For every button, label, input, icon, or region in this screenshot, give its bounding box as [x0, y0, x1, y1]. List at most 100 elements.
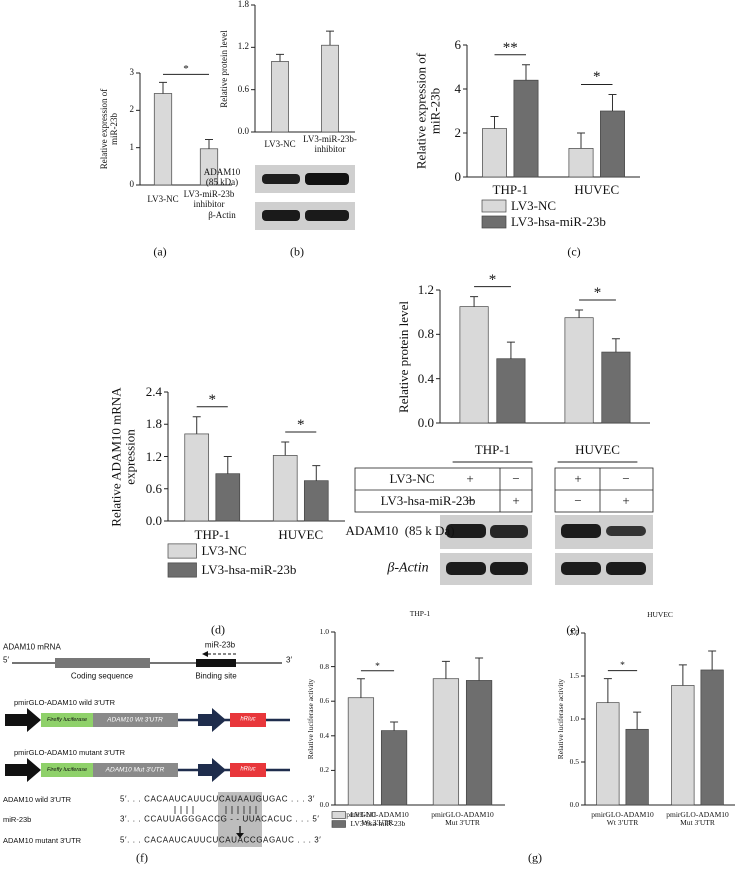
sign: −: [466, 492, 474, 508]
legend-swatch: [481, 199, 507, 213]
error-bar: [608, 94, 617, 111]
label: hRluc: [240, 716, 256, 723]
error-bar: [159, 81, 167, 94]
label: ADAM10 Wt 3′UTR: [107, 716, 163, 724]
label: 3′: [286, 655, 292, 665]
panel-label: (e): [566, 622, 580, 637]
y-axis-label: Relative expression of miR-23b: [413, 52, 443, 170]
y-tick-label: 1: [129, 141, 135, 152]
y-tick-label: 0.4: [319, 730, 329, 740]
x-tick-label: THP-1: [474, 441, 511, 457]
y-tick-label: 0.0: [417, 414, 434, 430]
label: Firefly luciferase: [46, 766, 88, 773]
binding-region: [196, 659, 236, 667]
label: Firefly luciferase: [46, 716, 88, 723]
y-tick-label: 1.2: [145, 448, 162, 464]
bar: [496, 358, 526, 424]
y-tick-label: 0.8: [417, 326, 434, 342]
y-tick-label: 0.0: [145, 512, 162, 528]
error-bar: [356, 678, 365, 698]
y-tick-label: 1.0: [569, 713, 579, 723]
bar: [272, 455, 298, 522]
legend-swatch: [331, 820, 346, 828]
y-tick-label: 0.2: [319, 765, 329, 775]
y-tick-label: 6: [454, 36, 462, 52]
significance-label: *: [620, 661, 625, 672]
x-tick-label: LV3-miR-23b- inhibitor: [303, 134, 357, 154]
error-bar: [223, 456, 232, 474]
y-tick-label: 0.0: [237, 126, 249, 137]
error-bar: [611, 338, 620, 353]
x-tick-label: pmirGLO-ADAM10 Mut 3′UTR: [666, 809, 729, 827]
error-bar: [603, 678, 612, 703]
arrow-head: [236, 833, 244, 838]
blot-band: [262, 210, 300, 221]
label: miR-23b: [3, 814, 32, 824]
label: 5′. . . CACAAUCAUUCUCAUAAUGUGAC . . . 3′: [120, 794, 316, 804]
label: ADAM10 mutant 3′UTR: [3, 835, 82, 845]
y-tick-label: 1.8: [237, 0, 249, 10]
error-bar: [708, 650, 717, 670]
bar: [459, 306, 489, 424]
legend-swatch: [167, 543, 197, 559]
label: 5′. . . CACAAUCAUUCUCAUACCGAGAUC . . . 3…: [120, 835, 322, 845]
x-tick-label: HUVEC: [575, 441, 620, 457]
y-tick-label: 1.2: [417, 281, 434, 297]
legend-label: LV3-NC: [511, 197, 557, 213]
bar: [671, 685, 695, 806]
y-axis-label: Relative expression of miR-23b: [99, 88, 119, 170]
table-lines: [354, 467, 654, 513]
sign: −: [512, 470, 520, 486]
panel-label: (b): [290, 244, 304, 259]
sign: +: [622, 492, 630, 508]
y-tick-label: 0.6: [319, 696, 329, 706]
error-bar: [575, 309, 584, 318]
y-tick-label: 2.4: [145, 383, 162, 399]
error-bar: [678, 664, 687, 686]
legend-label: LV3-NC: [201, 542, 247, 558]
error-bar: [205, 138, 213, 149]
error-bar: [577, 132, 586, 149]
x-tick-label: THP-1: [194, 526, 230, 542]
y-tick-label: 0.5: [569, 756, 579, 766]
bar: [347, 697, 375, 806]
y-tick-label: 0: [454, 168, 462, 184]
construct-mut: [5, 758, 290, 782]
y-tick-label: 1.0: [319, 626, 329, 636]
y-axis-label: Relative ADAM10 mRNA expression: [108, 386, 138, 527]
condition-label: LV3-NC: [389, 470, 435, 486]
bar: [432, 678, 460, 806]
significance-label: *: [593, 69, 601, 86]
legend-swatch: [481, 215, 507, 229]
sign: −: [622, 470, 630, 486]
bar: [513, 79, 539, 178]
error-bar: [441, 660, 450, 679]
blot-band: [446, 562, 486, 575]
significance-label: *: [183, 63, 189, 76]
bar: [568, 148, 594, 178]
y-tick-label: 2: [454, 124, 462, 140]
blot-band: [490, 562, 528, 575]
y-tick-label: 0.8: [319, 661, 329, 671]
arrow-head: [202, 651, 208, 657]
y-tick-label: 0.0: [319, 799, 329, 809]
pairing-lines: [174, 806, 257, 834]
panel-label: (d): [211, 622, 225, 637]
panel-label: (a): [153, 244, 167, 259]
chart-title: THP-1: [409, 608, 431, 618]
label: Binding site: [195, 671, 237, 681]
blot-label: β-Actin: [387, 560, 429, 576]
significance-label: *: [488, 271, 497, 288]
bar: [625, 728, 649, 806]
x-tick-label: THP-1: [492, 181, 528, 197]
sign: +: [466, 470, 474, 486]
y-tick-label: 1.5: [569, 670, 579, 680]
y-tick-label: 0: [129, 179, 135, 190]
x-tick-label: pmirGLO-ADAM10 Mut 3′UTR: [431, 809, 494, 827]
error-bar: [470, 296, 479, 307]
bar: [321, 44, 339, 133]
condition-label: LV3-hsa-miR-23b: [380, 492, 476, 508]
blot-band: [490, 525, 528, 538]
bar: [271, 61, 289, 133]
